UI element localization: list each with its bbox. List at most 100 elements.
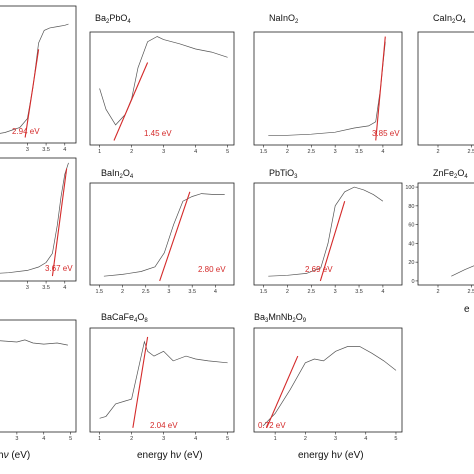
band-gap-label: 2.80 eV: [198, 265, 226, 274]
x-tick-label: 5: [394, 436, 397, 442]
band-gap-label: 3.85 eV: [372, 129, 400, 138]
tauc-fit-line: [266, 355, 299, 429]
x-tick-label: 4: [63, 285, 66, 291]
x-tick-label: 1: [98, 149, 101, 155]
x-tick-label: 5: [69, 436, 72, 442]
panel-title: Ba2PbO4: [95, 13, 131, 25]
x-tick-label: 2.5: [468, 149, 474, 155]
plot-frame: [253, 182, 403, 286]
x-tick-label: 2: [130, 436, 133, 442]
y-tick-label: 60: [408, 223, 414, 229]
x-tick-label: 4: [194, 436, 197, 442]
x-tick-label: 3: [167, 289, 170, 295]
x-tick-label: 2: [304, 436, 307, 442]
absorbance-curve: [0, 162, 69, 274]
x-tick-label: 1.5: [95, 289, 103, 295]
plot-frame: [253, 31, 403, 146]
panel-p-r0c2: 1.5 2 2.5 3 3.5 4 3.85 eV NaInO2: [253, 13, 403, 155]
x-tick-label: 3.5: [42, 285, 50, 291]
x-tick-label: 4: [42, 436, 45, 442]
x-tick-label: 4: [364, 436, 367, 442]
x-tick-label: 4: [214, 289, 217, 295]
absorbance-curve: [99, 340, 228, 419]
xaxis-label-col0: hν (eV): [0, 450, 30, 461]
panel-title: PbTiO3: [269, 168, 298, 180]
x-tick-label: 2: [436, 149, 439, 155]
absorbance-curve: [268, 41, 386, 136]
x-tick-label: 1: [98, 436, 101, 442]
panel-title: BaCaFe4O8: [101, 312, 148, 324]
plot-frame: [417, 31, 474, 146]
tauc-fit-line: [132, 336, 149, 428]
x-tick-label: 3: [334, 289, 337, 295]
x-tick-label: 3: [334, 436, 337, 442]
absorbance-curve: [0, 23, 69, 134]
panel-p-r1c3: 2 2.5 0 20 40 60 80 100 ZnFe2O4: [405, 168, 474, 295]
plot-frame: [89, 182, 235, 286]
x-tick-label: 1.5: [260, 289, 268, 295]
y-tick-label: 40: [408, 241, 414, 247]
panel-p-r1c1: 1.5 2 2.5 3 3.5 4 2.80 eV BaIn2O4: [89, 168, 235, 295]
y-tick-label: 0: [411, 279, 414, 285]
x-tick-label: 3.5: [42, 147, 50, 153]
x-tick-label: 3: [26, 147, 29, 153]
plot-frame: [0, 5, 77, 144]
x-tick-label: 3.5: [355, 289, 363, 295]
x-tick-label: 2.5: [142, 289, 150, 295]
plot-frame: [417, 182, 474, 286]
absorbance-curve: [0, 339, 68, 346]
x-tick-label: 3: [162, 436, 165, 442]
x-tick-label: 2: [286, 149, 289, 155]
x-tick-label: 2: [121, 289, 124, 295]
panel-title: CaIn2O4: [433, 13, 466, 25]
absorbance-curve: [103, 193, 225, 277]
absorbance-curve: [268, 186, 384, 277]
plot-frame: [89, 327, 235, 433]
panel-p-r1c2: 1.5 2 2.5 3 3.5 4 2.69 eV PbTiO3: [253, 168, 403, 295]
x-tick-label: 1.5: [260, 149, 268, 155]
plot-frame: [0, 319, 77, 433]
x-tick-label: 2: [436, 289, 439, 295]
plot-frame: [253, 327, 403, 433]
y-tick-label: 20: [408, 260, 414, 266]
panel-p-r0c3: 2 2.5 CaIn2O4: [417, 13, 474, 155]
x-tick-label: 4: [381, 149, 384, 155]
band-gap-label: 0.72 eV: [258, 421, 286, 430]
x-tick-label: 3: [26, 285, 29, 291]
band-gap-label: 3.67 eV: [45, 264, 73, 273]
x-tick-label: 5: [226, 436, 229, 442]
x-tick-label: 1: [274, 436, 277, 442]
x-tick-label: 4: [381, 289, 384, 295]
panel-title: BaIn2O4: [101, 168, 134, 180]
plot-frame: [0, 157, 77, 282]
panel-title: NaInO2: [269, 13, 299, 25]
tauc-fit-line: [319, 200, 346, 282]
panel-p-r2c2: 1 2 3 4 5 0.72 eV Ba3MnNb2O9: [253, 312, 403, 442]
panel-p-r0c1: 1 2 3 4 5 1.45 eV Ba2PbO4: [89, 13, 235, 155]
x-tick-label: 5: [226, 149, 229, 155]
plot-frame: [89, 31, 235, 146]
xaxis-label-col2: energy hν (eV): [298, 450, 364, 461]
panel-title: Ba3MnNb2O9: [254, 312, 307, 324]
x-tick-label: 4: [63, 147, 66, 153]
absorbance-curve: [451, 265, 474, 277]
x-tick-label: 2.5: [468, 289, 474, 295]
band-gap-label: 2.94 eV: [12, 127, 40, 136]
y-tick-label: 80: [408, 204, 414, 210]
x-tick-label: 4: [194, 149, 197, 155]
x-tick-label: 3.5: [355, 149, 363, 155]
panel-p-r1c0: 3 3.5 4 3.67 eV: [0, 157, 77, 291]
x-tick-label: 2.5: [307, 149, 315, 155]
x-tick-label: 2: [286, 289, 289, 295]
tauc-fit-line: [113, 62, 149, 141]
x-tick-label: 3.5: [188, 289, 196, 295]
panel-p-r2c0: 3 4 5: [0, 319, 77, 442]
x-tick-label: 3: [334, 149, 337, 155]
tauc-fit-line: [159, 191, 191, 282]
x-tick-label: 2: [130, 149, 133, 155]
absorbance-curve: [262, 346, 397, 427]
tauc-fit-line: [24, 49, 40, 138]
panel-p-r0c0: 3 3.5 4 2.94 eV: [0, 5, 77, 153]
